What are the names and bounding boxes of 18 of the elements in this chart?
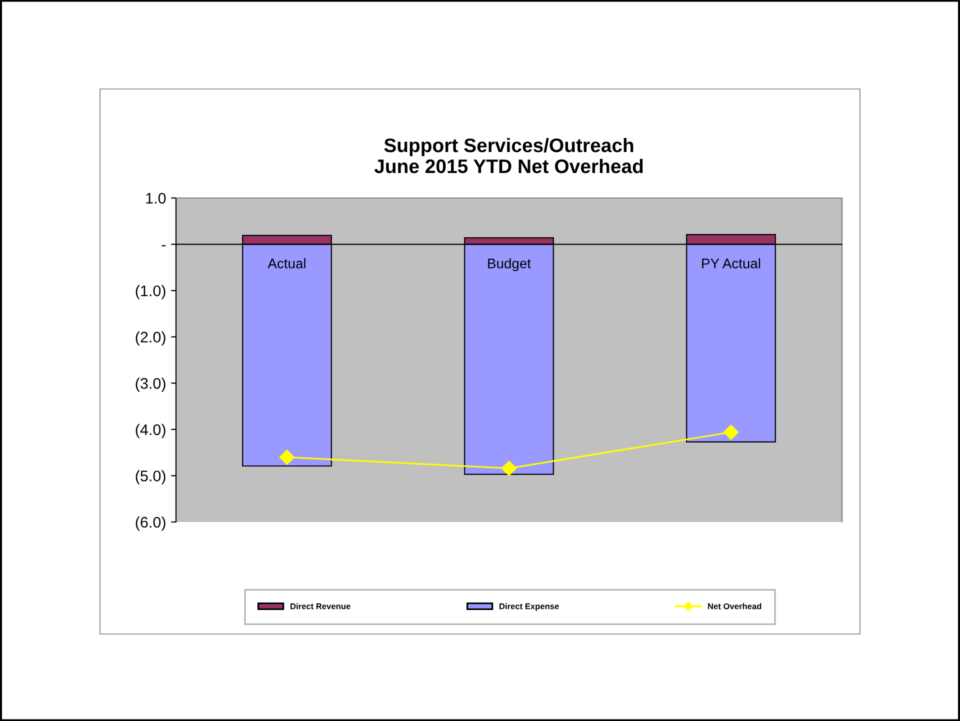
y-tick-label: (6.0) <box>136 516 166 531</box>
legend-label: Direct Revenue <box>290 603 350 610</box>
point <box>501 460 517 476</box>
legend-label: Direct Expense <box>500 603 559 611</box>
y-tick-label: (2.0) <box>136 331 166 346</box>
x-tick-label: PY Actual <box>702 258 760 268</box>
y-tick-label: (5.0) <box>136 470 166 484</box>
chart-title: Support Services/Outreach June 2015 YTD Net Overhead <box>374 138 643 174</box>
y-tick-label: 1.0 <box>146 192 166 204</box>
x-tick-label: Actual <box>268 258 306 268</box>
x-tick-label: Budget <box>488 258 531 272</box>
y-tick-label: (3.0) <box>136 378 166 392</box>
y-tick-label: (1.0) <box>136 285 166 300</box>
y-tick-label: - <box>162 245 166 246</box>
point <box>279 450 295 465</box>
legend-label: Net Overhead <box>708 603 762 610</box>
y-tick-label: (4.0) <box>136 424 166 438</box>
point <box>723 424 739 440</box>
